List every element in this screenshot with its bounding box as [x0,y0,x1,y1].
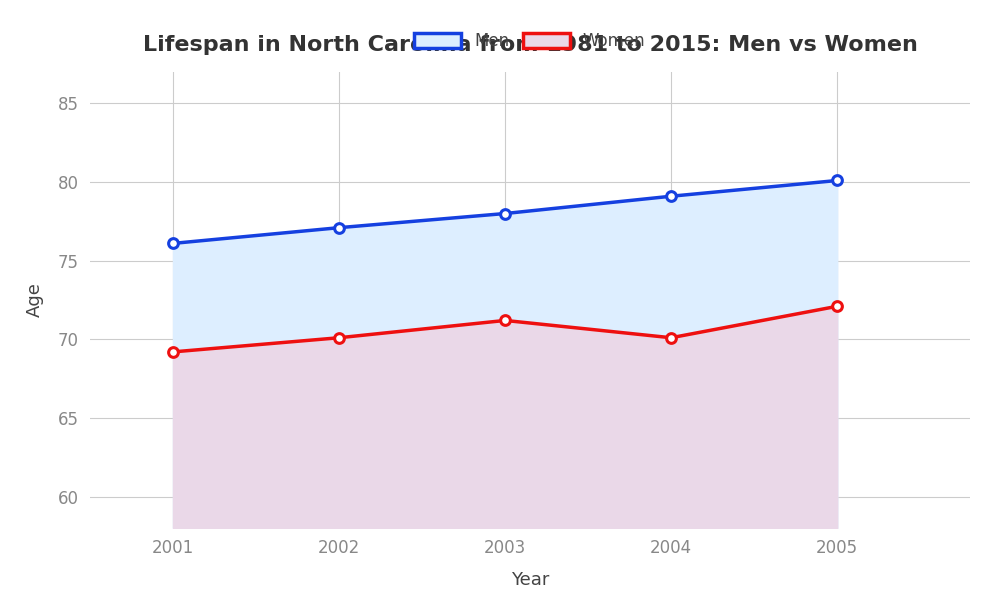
Legend: Men, Women: Men, Women [408,26,652,57]
X-axis label: Year: Year [511,571,549,589]
Y-axis label: Age: Age [26,283,44,317]
Title: Lifespan in North Carolina from 1981 to 2015: Men vs Women: Lifespan in North Carolina from 1981 to … [143,35,917,55]
